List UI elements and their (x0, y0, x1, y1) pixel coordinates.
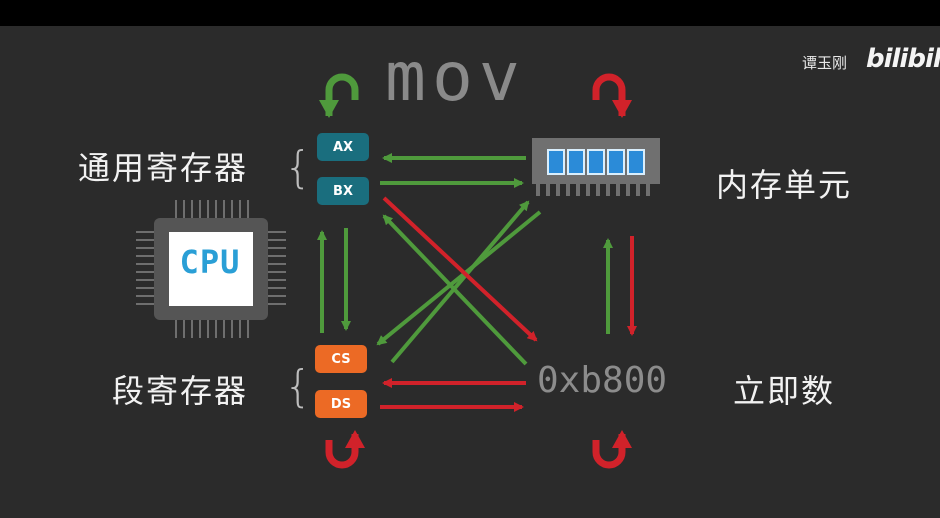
arrow-cs-to-memory (390, 200, 530, 364)
immediate-label: 立即数 (733, 372, 836, 410)
memory-label: 内存单元 (716, 166, 853, 204)
segment-registers-brace: { (284, 361, 312, 412)
watermark-author: 谭玉刚 (802, 54, 848, 72)
register-bx: BX (317, 177, 369, 205)
self-loop-arrow-icon (325, 430, 365, 469)
forbidden-transfers (380, 196, 637, 412)
register-cs: CS (315, 345, 367, 373)
self-loop-arrow-icon (592, 73, 632, 118)
cpu-label: CPU (179, 243, 241, 281)
memory-module-icon (532, 138, 660, 196)
allowed-transfers (317, 153, 613, 366)
general-registers-brace: { (284, 142, 312, 193)
arrow-bx-to-imm (382, 196, 538, 342)
general-registers-label: 通用寄存器 (78, 149, 249, 187)
instruction-title: mov (385, 38, 526, 117)
immediate-value: 0xb800 (537, 360, 668, 401)
arrow-imm-to-bx (382, 214, 528, 366)
register-ds: DS (315, 390, 367, 418)
arrow-memory-to-cs (376, 210, 542, 346)
cpu-chip-icon (136, 200, 286, 338)
self-loop-arrow-icon (592, 430, 632, 469)
register-ax: AX (317, 133, 369, 161)
self-loop-arrow-icon (319, 73, 359, 118)
segment-registers-label: 段寄存器 (112, 372, 249, 410)
top-bar (0, 0, 940, 26)
watermark-logo: bilibili (866, 44, 940, 74)
